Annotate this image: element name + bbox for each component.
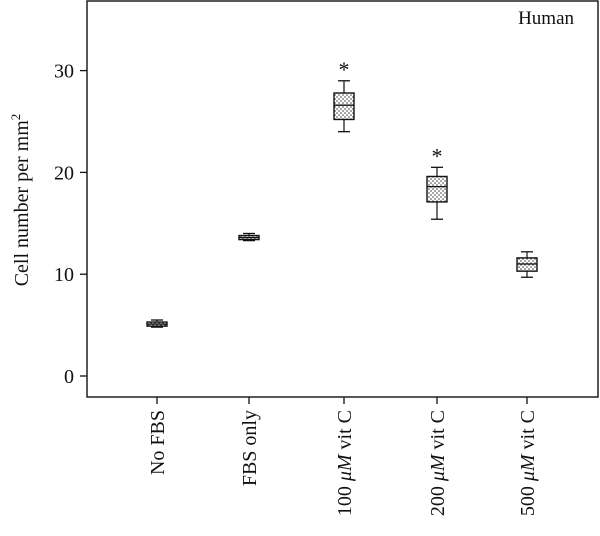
y-axis-label-text: Cell number per mm	[11, 120, 33, 287]
significance-asterisk: *	[339, 57, 350, 82]
box-group	[516, 251, 538, 278]
y-tick-label: 10	[54, 264, 74, 286]
box-group	[146, 319, 168, 328]
x-tick-label-part: FBS only	[239, 410, 261, 486]
plot-frame	[86, 0, 599, 398]
x-tick-label-part: 500	[517, 481, 539, 516]
y-axis-label: Cell number per mm2	[8, 114, 33, 287]
x-tick-label-part: No FBS	[147, 410, 169, 475]
box-group: *	[426, 143, 448, 220]
significance-asterisk: *	[432, 143, 443, 168]
y-tick-label: 30	[54, 61, 74, 83]
x-tick-label-part: μM	[334, 453, 356, 482]
box-group: *	[333, 57, 355, 133]
x-tick-label-part: 200	[427, 481, 449, 516]
x-tick-label-part: vit C	[334, 410, 356, 454]
x-tick-label-part: 100	[334, 481, 356, 516]
x-tick-label: 100 μM vit C	[334, 410, 356, 516]
x-tick-label-part: μM	[427, 453, 449, 482]
box	[426, 175, 448, 203]
box-group	[238, 232, 260, 242]
x-tick-label-part: vit C	[517, 410, 539, 454]
x-tick-label-part: μM	[517, 453, 539, 482]
box	[333, 92, 355, 121]
x-tick-label: 500 μM vit C	[517, 410, 539, 516]
box-plots: **	[146, 57, 538, 328]
y-tick-label: 0	[64, 366, 74, 388]
y-axis: 0 10 20 30	[54, 61, 87, 388]
x-tick-label-part: vit C	[427, 410, 449, 454]
x-tick-label: No FBS	[147, 410, 169, 475]
y-axis-label-superscript: 2	[8, 114, 23, 121]
x-tick-label: 200 μM vit C	[427, 410, 449, 516]
x-tick-label: FBS only	[239, 410, 261, 486]
chart-annotation: Human	[518, 8, 574, 29]
y-tick-label: 20	[54, 162, 74, 184]
